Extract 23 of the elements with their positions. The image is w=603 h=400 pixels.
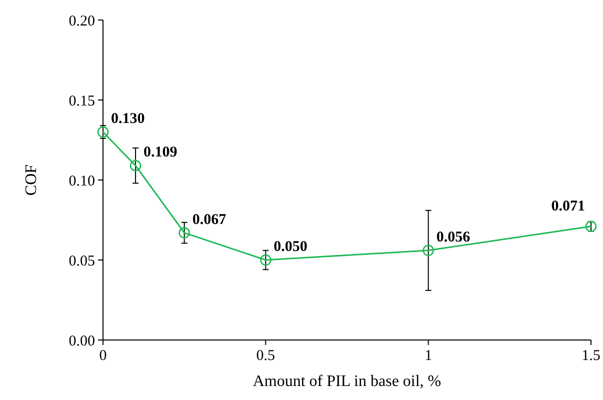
y-tick-label: 0.10 (68, 173, 95, 190)
y-tick-label: 0.00 (68, 333, 95, 350)
point (97, 126, 109, 138)
point (585, 220, 597, 232)
point (422, 244, 434, 256)
data-label: 0.109 (144, 144, 178, 161)
y-axis-title: COF (23, 164, 40, 196)
x-tick-label: 1 (424, 348, 432, 364)
point (130, 160, 142, 172)
point (260, 254, 272, 266)
data-label: 0.056 (436, 229, 471, 246)
data-label: 0.130 (111, 111, 145, 127)
x-tick-label: 0 (99, 348, 107, 364)
y-tick-label: 0.15 (68, 93, 95, 110)
x-tick-label: 0.5 (256, 348, 276, 364)
data-label: 0.050 (274, 239, 308, 255)
point (178, 227, 190, 238)
data-label: 0.071 (551, 198, 585, 214)
data-label: 0.067 (192, 212, 227, 228)
y-tick-label: 0.20 (68, 13, 95, 30)
x-tick-label: 1.5 (582, 348, 600, 364)
y-tick-label: 0.05 (68, 253, 95, 270)
x-axis-title: Amount of PIL in base oil, % (252, 373, 442, 390)
